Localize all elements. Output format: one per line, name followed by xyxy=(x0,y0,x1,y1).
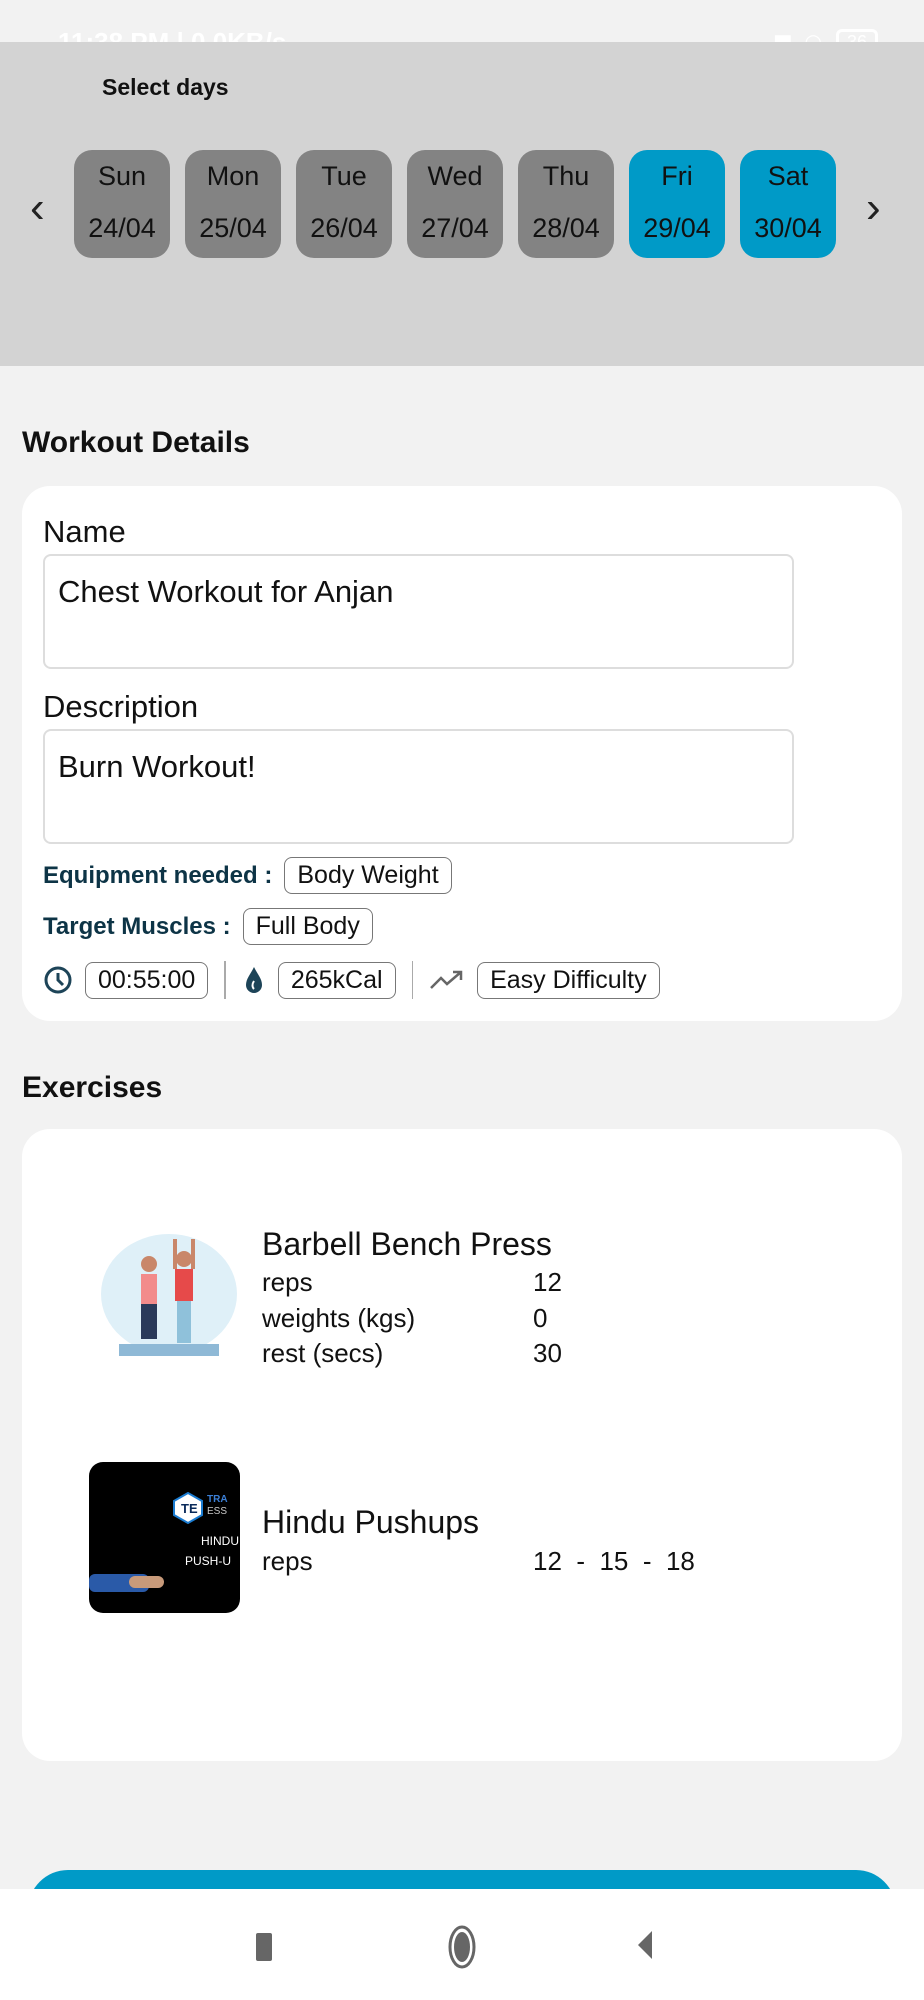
equipment-chip: Body Weight xyxy=(284,857,452,894)
day-chip-sun[interactable]: Sun 24/04 xyxy=(74,150,170,258)
exercise-title[interactable]: Barbell Bench Press xyxy=(262,1226,552,1262)
person-legs xyxy=(129,1576,164,1588)
exercise-stat-label: reps xyxy=(262,1546,313,1576)
exercise-stat-value: 12 - 15 - 18 xyxy=(533,1546,695,1576)
logo-icon: TE xyxy=(173,1492,203,1524)
workout-illustration-icon xyxy=(101,1234,237,1356)
day-chip-thu[interactable]: Thu 28/04 xyxy=(518,150,614,258)
difficulty-chip: Easy Difficulty xyxy=(477,961,660,999)
status-bar: 11:38 PM | 0.0KB/s ▂▄▆◠36 xyxy=(0,0,924,57)
day-date: 25/04 xyxy=(199,213,267,243)
name-label: Name xyxy=(43,514,126,549)
day-name: Tue xyxy=(321,161,367,191)
day-chip-sat[interactable]: Sat 30/04 xyxy=(740,150,836,258)
chevron-right-icon[interactable]: › xyxy=(866,183,881,232)
target-muscles-label: Target Muscles : xyxy=(43,912,231,940)
day-name: Thu xyxy=(542,161,590,191)
target-muscles-row: Target Muscles : Full Body xyxy=(43,908,373,945)
day-chip-fri[interactable]: Fri 29/04 xyxy=(629,150,725,258)
system-nav-bar xyxy=(0,1889,924,2000)
exercise-thumbnail[interactable] xyxy=(89,1219,240,1370)
day-date: 27/04 xyxy=(421,213,489,243)
day-date: 28/04 xyxy=(532,213,600,243)
exercise-stat-value: 30 xyxy=(533,1338,562,1368)
name-input[interactable]: Chest Workout for Anjan xyxy=(43,554,794,669)
exercise-thumbnail[interactable]: TE TRA ESS HINDU PUSH-U xyxy=(89,1462,240,1613)
exercise-stat-value: 12 xyxy=(533,1267,562,1297)
description-label: Description xyxy=(43,689,199,724)
exercise-stat-label: rest (secs) xyxy=(262,1338,384,1368)
day-chip-wed[interactable]: Wed 27/04 xyxy=(407,150,503,258)
day-name: Sun xyxy=(97,161,147,191)
day-name: Wed xyxy=(427,161,483,191)
exercise-title[interactable]: Hindu Pushups xyxy=(262,1504,480,1540)
back-icon[interactable] xyxy=(636,1929,656,1961)
target-muscles-chip: Full Body xyxy=(242,908,373,945)
equipment-row: Equipment needed : Body Weight xyxy=(43,857,452,894)
recents-icon[interactable] xyxy=(256,1933,272,1961)
description-input[interactable]: Burn Workout! xyxy=(43,729,794,844)
clock-icon xyxy=(44,966,72,994)
day-date: 30/04 xyxy=(754,213,822,243)
day-date: 24/04 xyxy=(88,213,156,243)
divider xyxy=(411,961,414,999)
day-name: Sat xyxy=(767,161,809,191)
day-name: Fri xyxy=(661,161,693,191)
divider xyxy=(224,961,226,999)
duration-chip: 00:55:00 xyxy=(85,961,209,999)
drop-icon xyxy=(245,967,262,993)
chevron-left-icon[interactable]: ‹ xyxy=(30,183,45,232)
calories-chip: 265kCal xyxy=(277,961,396,999)
trending-up-icon xyxy=(430,970,463,989)
day-date: 26/04 xyxy=(310,213,378,243)
day-chip-mon[interactable]: Mon 25/04 xyxy=(185,150,281,258)
exercise-stat-label: reps xyxy=(262,1267,313,1297)
exercise-stat-value: 0 xyxy=(533,1303,548,1333)
exercise-stat-label: weights (kgs) xyxy=(262,1303,416,1333)
day-name: Mon xyxy=(206,161,260,191)
stats-row: 00:55:00 265kCal Easy Difficulty xyxy=(43,961,660,999)
select-days-title: Select days xyxy=(102,74,229,100)
equipment-label: Equipment needed : xyxy=(43,861,273,889)
home-icon[interactable] xyxy=(440,1925,484,1969)
day-date: 29/04 xyxy=(643,213,711,243)
workout-details-heading: Workout Details xyxy=(22,426,250,459)
day-chip-tue[interactable]: Tue 26/04 xyxy=(296,150,392,258)
exercises-heading: Exercises xyxy=(22,1071,163,1104)
svg-text:TE: TE xyxy=(181,1501,198,1516)
